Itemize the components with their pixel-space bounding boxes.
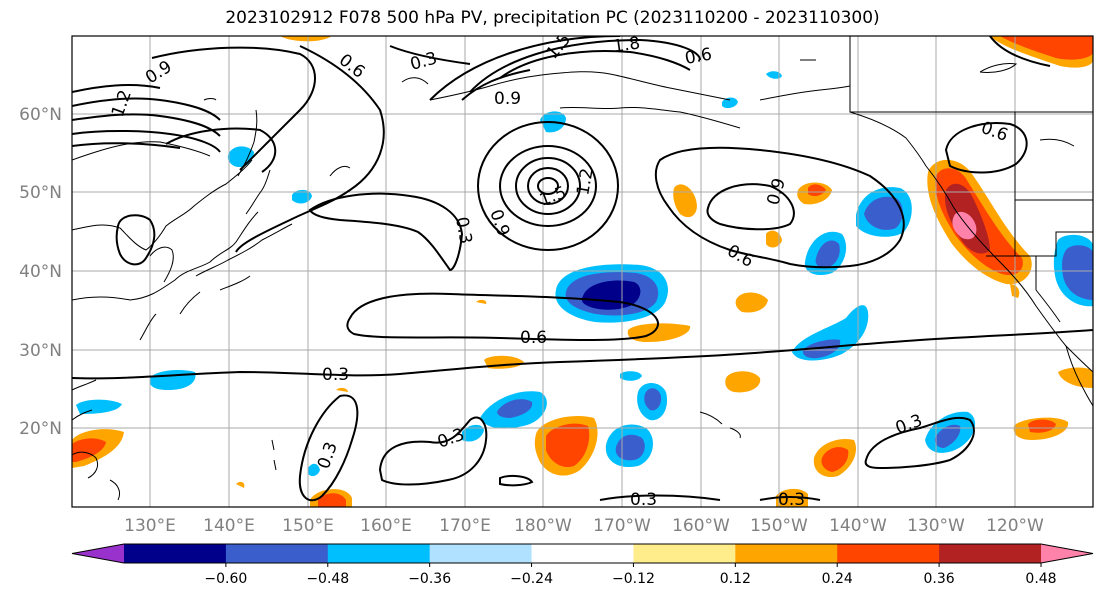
colorbar-tick-label: 0.24 (822, 571, 853, 587)
colorbar-segment (837, 544, 940, 563)
lon-label: 160°E (360, 516, 412, 536)
contour-label: 0.9 (494, 89, 521, 109)
contour-label: 0.3 (322, 365, 349, 385)
colorbar-extend-low (72, 544, 124, 563)
contour-label: 1.2 (573, 167, 597, 197)
lon-label: 170°E (439, 516, 491, 536)
longitude-labels: 130°E 140°E 150°E 160°E 170°E 180°W 170°… (124, 516, 1044, 536)
contour-label: 0.6 (683, 45, 713, 69)
colorbar-segment (429, 544, 533, 563)
lon-label: 180°W (514, 516, 572, 536)
lat-label: 50°N (19, 183, 62, 203)
lon-label: 140°E (203, 516, 255, 536)
contour-label: 1.5 (537, 183, 569, 211)
lon-label: 170°W (593, 516, 651, 536)
colorbar-segment (633, 544, 736, 563)
colorbar-segment (225, 544, 329, 563)
lon-label: 160°W (672, 516, 730, 536)
lat-label: 30°N (19, 341, 62, 361)
lon-label: 140°W (829, 516, 887, 536)
colorbar-tick-label: −0.60 (204, 571, 247, 587)
lat-label: 20°N (19, 419, 62, 439)
lon-label: 130°E (124, 516, 176, 536)
colorbar-segment (327, 544, 431, 563)
lon-label: 150°W (750, 516, 808, 536)
contour-label: 0.9 (485, 207, 513, 239)
precip-shading (72, 36, 1093, 507)
contour-label: 0.3 (893, 411, 925, 439)
colorbar-tick-label: −0.12 (612, 571, 655, 587)
lon-label: 120°W (986, 516, 1044, 536)
contour-label: 0.3 (451, 215, 475, 245)
colorbar-tick-label: −0.36 (408, 571, 451, 587)
colorbar-tick-label: 0.48 (1025, 571, 1056, 587)
contour-label: 1.8 (612, 33, 642, 57)
colorbar-segment (531, 544, 634, 563)
contour-label: 0.3 (314, 439, 342, 471)
lon-label: 130°W (907, 516, 965, 536)
latitude-labels: 20°N 30°N 40°N 50°N 60°N (19, 105, 62, 439)
map-frame (71, 35, 1094, 508)
graticule (72, 36, 1093, 507)
contour-label: 0.3 (630, 490, 657, 510)
contour-label: 0.6 (724, 241, 757, 272)
colorbar-segment (735, 544, 838, 563)
colorbar-tick-label: −0.24 (510, 571, 553, 587)
contour-label: 0.9 (764, 176, 790, 207)
contour-label: 0.6 (978, 118, 1010, 146)
contour-label: 0.6 (520, 328, 547, 348)
colorbar-segment (124, 544, 227, 563)
contour-label: 0.9 (142, 57, 176, 88)
colorbar-tick-label: −0.48 (306, 571, 349, 587)
colorbar-extend-high (1041, 544, 1093, 563)
colorbar-tick-label: 0.12 (720, 571, 751, 587)
colorbar-segment (939, 544, 1042, 563)
contour-label: 0.6 (335, 50, 369, 82)
map-title: 2023102912 F078 500 hPa PV, precipitatio… (225, 8, 880, 28)
colorbar-tick-label: 0.36 (924, 571, 955, 587)
lon-label: 150°E (282, 516, 334, 536)
pv-contours (72, 36, 1093, 502)
colorbar: −0.60 −0.48 −0.36 −0.24 −0.12 0.12 0.24 0.36 0.4… (71, 543, 1094, 587)
lat-label: 40°N (19, 262, 62, 282)
lat-label: 60°N (19, 105, 62, 125)
contour-label: 0.3 (778, 490, 805, 510)
